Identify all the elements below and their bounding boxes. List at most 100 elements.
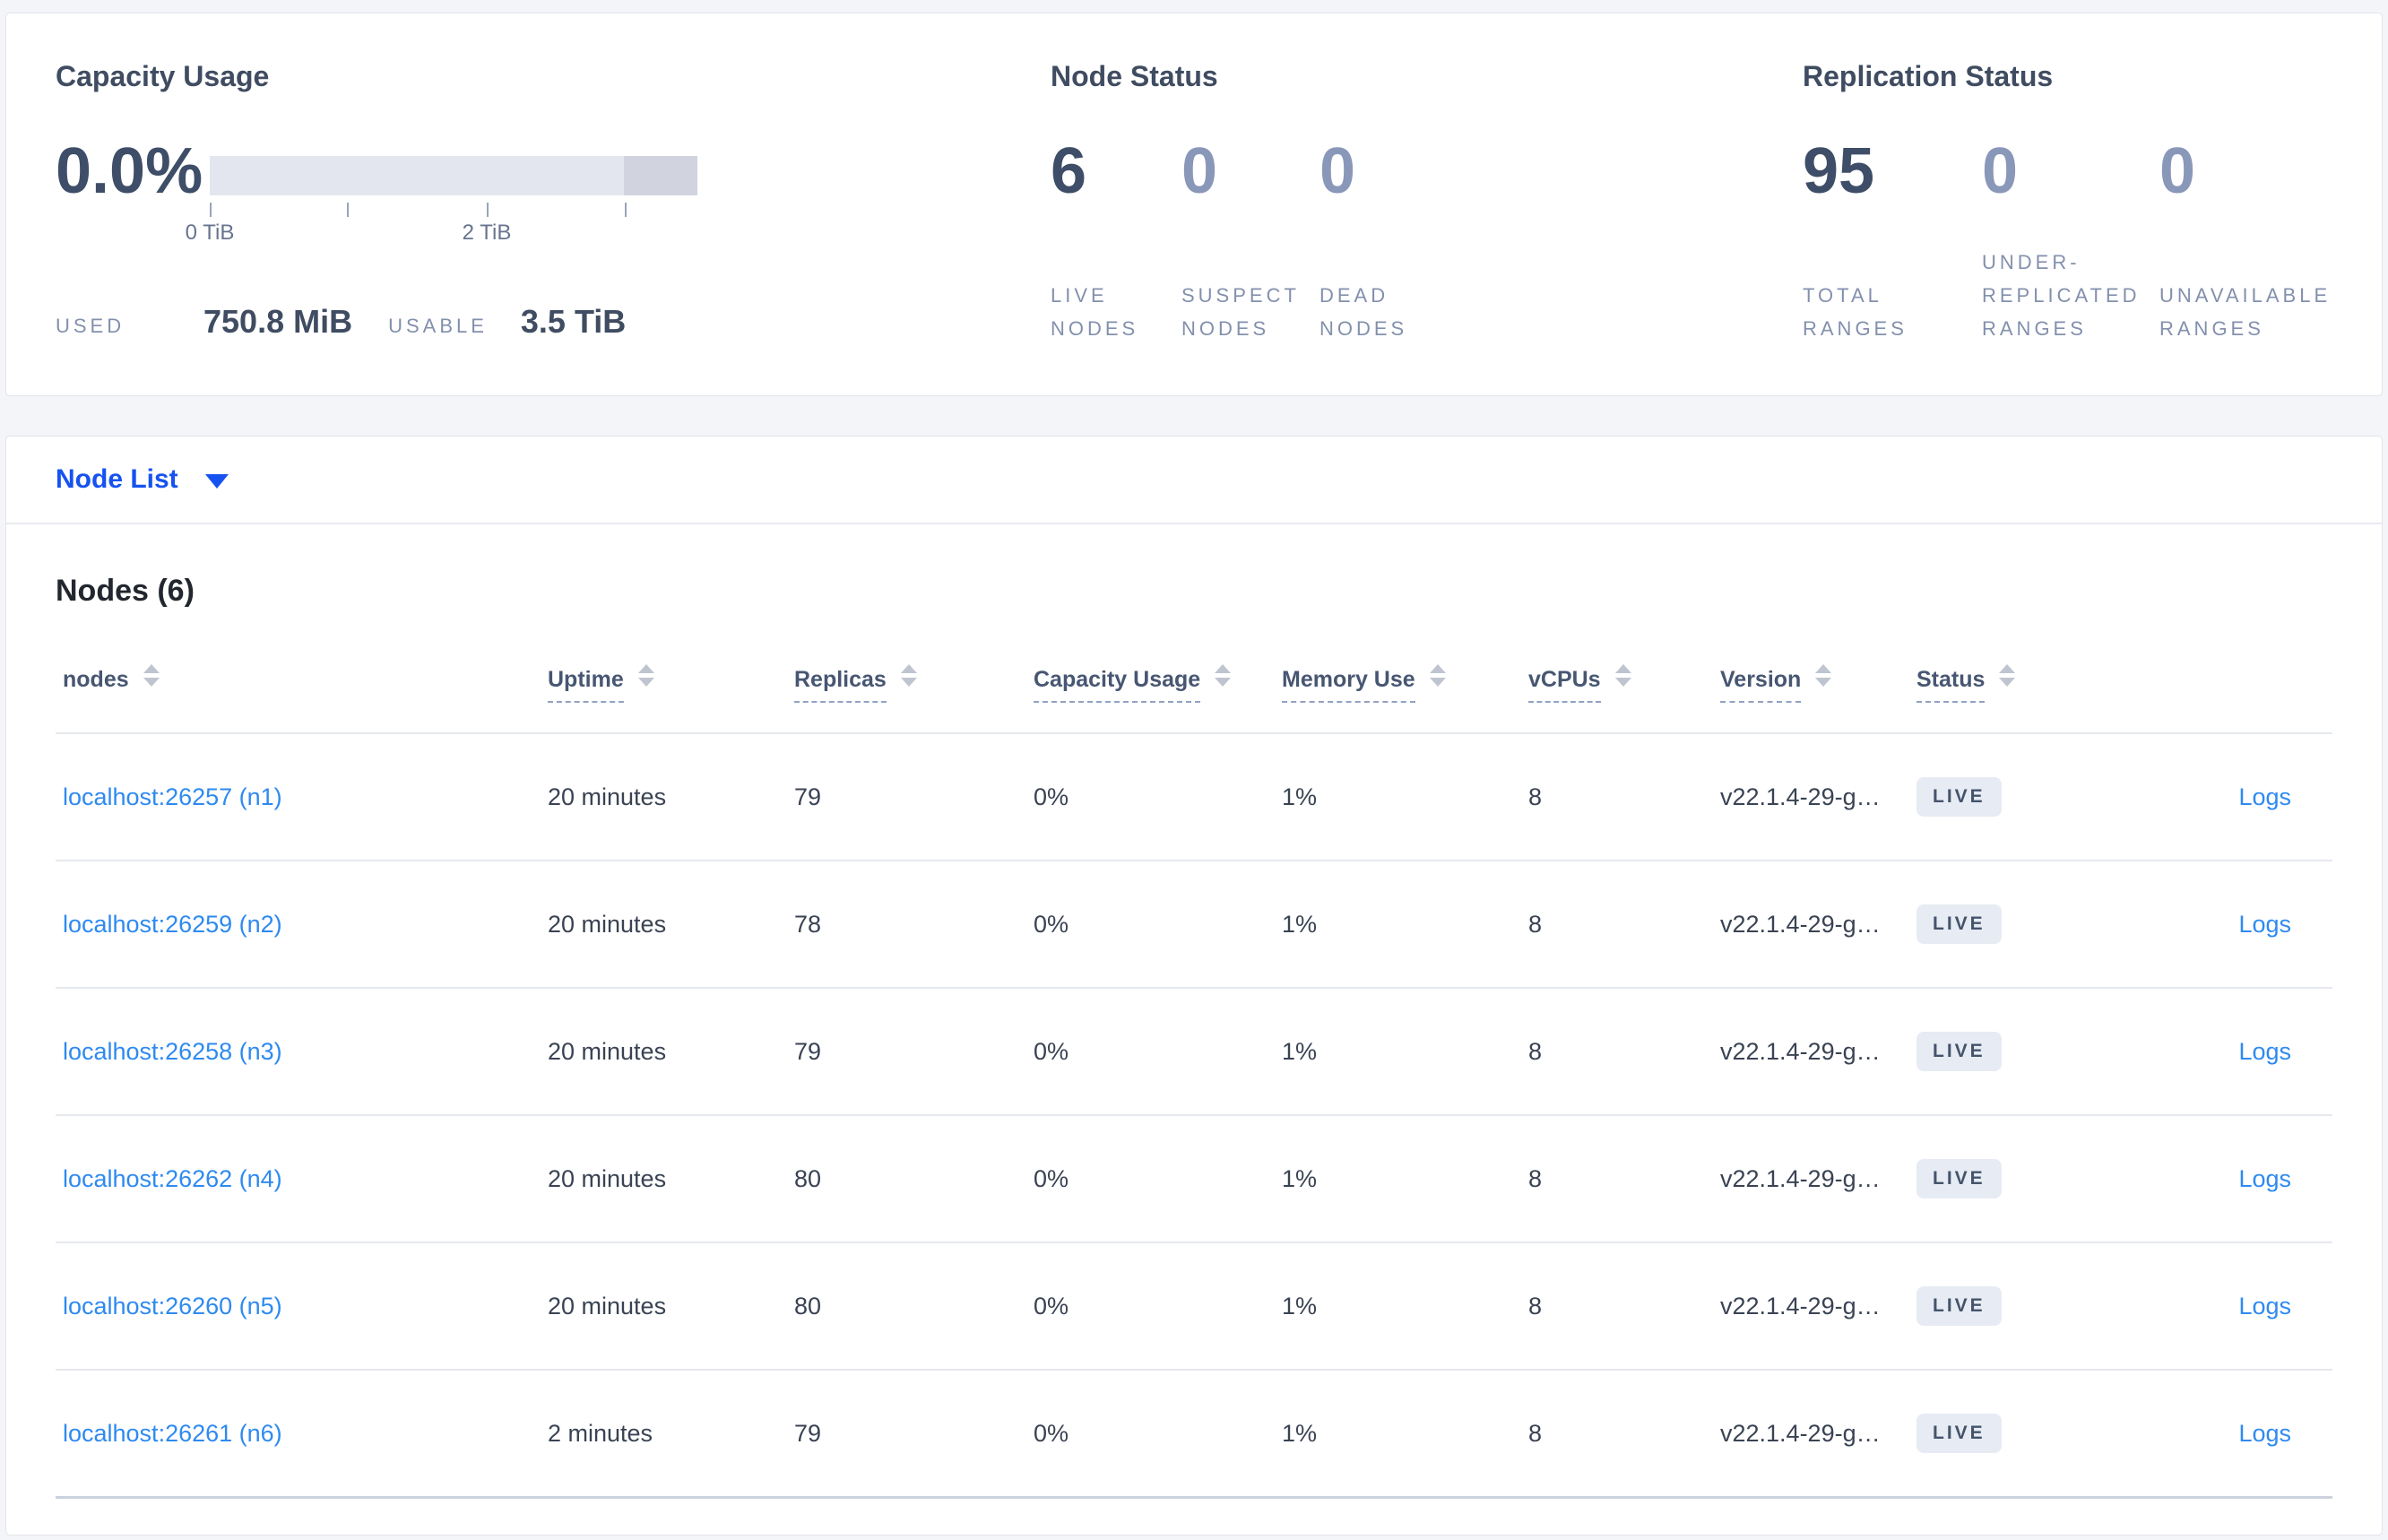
version-cell: v22.1.4-29-g… bbox=[1720, 1164, 1881, 1192]
replicas-cell: 79 bbox=[794, 783, 822, 810]
capacity-usage-cell: 0% bbox=[1034, 783, 1069, 810]
version-cell: v22.1.4-29-g… bbox=[1720, 910, 1881, 938]
dead-nodes-stat: 0 DEAD NODES bbox=[1319, 135, 1499, 345]
status-cell: LIVE bbox=[1916, 1414, 2132, 1453]
usable-label: USABLE bbox=[388, 315, 488, 337]
node-address-link[interactable]: localhost:26258 (n3) bbox=[63, 1037, 282, 1065]
capacity-bar-usable-segment bbox=[210, 156, 624, 195]
replicas-cell: 79 bbox=[794, 1419, 822, 1447]
axis-tick-label-2tib: 2 TiB bbox=[462, 221, 512, 245]
column-header-nodes[interactable]: nodes bbox=[56, 663, 548, 703]
node-list-dropdown[interactable]: Node List bbox=[56, 464, 229, 495]
live-status-badge: LIVE bbox=[1916, 904, 2002, 944]
table-row: localhost:26261 (n6) 2 minutes 79 0% 1% 8 v22.… bbox=[56, 1371, 2332, 1496]
node-address-link[interactable]: localhost:26259 (n2) bbox=[63, 910, 282, 938]
node-address-link[interactable]: localhost:26261 (n6) bbox=[63, 1419, 282, 1447]
capacity-usage-cell: 0% bbox=[1034, 910, 1069, 938]
capacity-used-usable-row: USED 750.8 MiB USABLE 3.5 TiB bbox=[56, 303, 1051, 341]
column-header-memory-use[interactable]: Memory Use bbox=[1282, 663, 1528, 703]
uptime-cell: 20 minutes bbox=[548, 1037, 667, 1065]
node-address-link[interactable]: localhost:26262 (n4) bbox=[63, 1164, 282, 1192]
column-header-capacity-usage[interactable]: Capacity Usage bbox=[1034, 663, 1282, 703]
total-ranges-value: 95 bbox=[1803, 135, 1875, 207]
logs-link[interactable]: Logs bbox=[2238, 1292, 2291, 1319]
sort-arrows-icon[interactable] bbox=[1215, 663, 1232, 687]
suspect-nodes-value: 0 bbox=[1181, 135, 1218, 207]
live-status-badge: LIVE bbox=[1916, 1414, 2002, 1453]
version-cell: v22.1.4-29-g… bbox=[1720, 783, 1881, 810]
sort-arrows-icon[interactable] bbox=[1815, 663, 1832, 687]
live-nodes-stat: 6 LIVE NODES bbox=[1051, 135, 1181, 345]
view-selector-bar: Node List bbox=[6, 437, 2382, 524]
column-header-status[interactable]: Status bbox=[1916, 663, 2132, 703]
table-row: localhost:26257 (n1) 20 minutes 79 0% 1% 8 v22… bbox=[56, 734, 2332, 861]
vcpus-cell: 8 bbox=[1528, 1037, 1543, 1065]
replication-status-title: Replication Status bbox=[1803, 60, 2054, 92]
cluster-overview-page: Capacity Usage 0.0% 0 TiB 2 TiB bbox=[0, 13, 2388, 1536]
status-cell: LIVE bbox=[1916, 904, 2132, 944]
used-value: 750.8 MiB bbox=[203, 303, 353, 340]
nodes-heading: Nodes (6) bbox=[56, 574, 195, 608]
column-header-uptime[interactable]: Uptime bbox=[548, 663, 794, 703]
sort-arrows-icon[interactable] bbox=[900, 663, 917, 687]
sort-arrows-icon[interactable] bbox=[1614, 663, 1631, 687]
status-cell: LIVE bbox=[1916, 777, 2132, 817]
live-status-badge: LIVE bbox=[1916, 1032, 2002, 1071]
suspect-nodes-stat: 0 SUSPECT NODES bbox=[1181, 135, 1319, 345]
live-status-badge: LIVE bbox=[1916, 777, 2002, 817]
logs-link[interactable]: Logs bbox=[2238, 910, 2291, 938]
vcpus-cell: 8 bbox=[1528, 1164, 1543, 1192]
uptime-cell: 20 minutes bbox=[548, 1292, 667, 1319]
used-label: USED bbox=[56, 315, 125, 337]
sort-arrows-icon[interactable] bbox=[1429, 663, 1446, 687]
column-header-replicas[interactable]: Replicas bbox=[794, 663, 1034, 703]
uptime-cell: 20 minutes bbox=[548, 910, 667, 938]
capacity-usage-section: Capacity Usage 0.0% 0 TiB 2 TiB bbox=[56, 58, 1051, 345]
under-replicated-ranges-label: UNDER-REPLICATED RANGES bbox=[1982, 251, 2141, 340]
logs-link[interactable]: Logs bbox=[2238, 783, 2291, 810]
column-header-vcpus[interactable]: vCPUs bbox=[1528, 663, 1720, 703]
nodes-table-section: Nodes (6) nodes Uptime Replicas Capacity Us… bbox=[6, 573, 2382, 1535]
capacity-used-percent: 0.0% bbox=[56, 135, 203, 207]
column-header-label: vCPUs bbox=[1528, 667, 1601, 703]
capacity-usage-cell: 0% bbox=[1034, 1037, 1069, 1065]
table-row: localhost:26262 (n4) 20 minutes 80 0% 1% 8 v22… bbox=[56, 1116, 2332, 1243]
uptime-cell: 2 minutes bbox=[548, 1419, 653, 1447]
node-address-link[interactable]: localhost:26260 (n5) bbox=[63, 1292, 282, 1319]
live-status-badge: LIVE bbox=[1916, 1159, 2002, 1198]
unavailable-ranges-value: 0 bbox=[2159, 135, 2196, 207]
status-cell: LIVE bbox=[1916, 1159, 2132, 1198]
replication-status-section: Replication Status 95 TOTAL RANGES 0 UND… bbox=[1803, 58, 2366, 345]
column-header-version[interactable]: Version bbox=[1720, 663, 1916, 703]
status-cell: LIVE bbox=[1916, 1032, 2132, 1071]
column-header-label: Version bbox=[1720, 667, 1802, 703]
sort-arrows-icon[interactable] bbox=[1999, 663, 2016, 687]
uptime-cell: 20 minutes bbox=[548, 783, 667, 810]
total-ranges-stat: 95 TOTAL RANGES bbox=[1803, 135, 1982, 345]
live-status-badge: LIVE bbox=[1916, 1286, 2002, 1326]
column-header-label: Capacity Usage bbox=[1034, 667, 1201, 703]
node-status-section: Node Status 6 LIVE NODES 0 SUSPECT NODES… bbox=[1051, 58, 1803, 345]
logs-link[interactable]: Logs bbox=[2238, 1164, 2291, 1192]
live-nodes-value: 6 bbox=[1051, 135, 1087, 207]
sort-arrows-icon[interactable] bbox=[143, 663, 160, 687]
column-header-label: nodes bbox=[63, 667, 129, 692]
node-list-card: Node List Nodes (6) nodes Uptime Replicas C… bbox=[5, 436, 2383, 1536]
chevron-down-icon bbox=[204, 474, 229, 489]
capacity-usage-cell: 0% bbox=[1034, 1164, 1069, 1192]
column-header-label: Status bbox=[1916, 667, 1986, 703]
usable-value: 3.5 TiB bbox=[520, 303, 627, 340]
node-list-dropdown-label: Node List bbox=[56, 464, 178, 494]
sort-arrows-icon[interactable] bbox=[637, 663, 654, 687]
capacity-axis-labels: 0 TiB 2 TiB bbox=[186, 219, 697, 246]
cluster-summary-card: Capacity Usage 0.0% 0 TiB 2 TiB bbox=[5, 13, 2383, 396]
node-address-link[interactable]: localhost:26257 (n1) bbox=[63, 783, 282, 810]
version-cell: v22.1.4-29-g… bbox=[1720, 1037, 1881, 1065]
logs-link[interactable]: Logs bbox=[2238, 1419, 2291, 1447]
memory-use-cell: 1% bbox=[1282, 1292, 1318, 1319]
column-header-label: Uptime bbox=[548, 667, 624, 703]
replicas-cell: 80 bbox=[794, 1164, 822, 1192]
replication-stats: 95 TOTAL RANGES 0 UNDER-REPLICATED RANGE… bbox=[1803, 135, 2366, 345]
logs-link[interactable]: Logs bbox=[2238, 1037, 2291, 1065]
status-cell: LIVE bbox=[1916, 1286, 2132, 1326]
